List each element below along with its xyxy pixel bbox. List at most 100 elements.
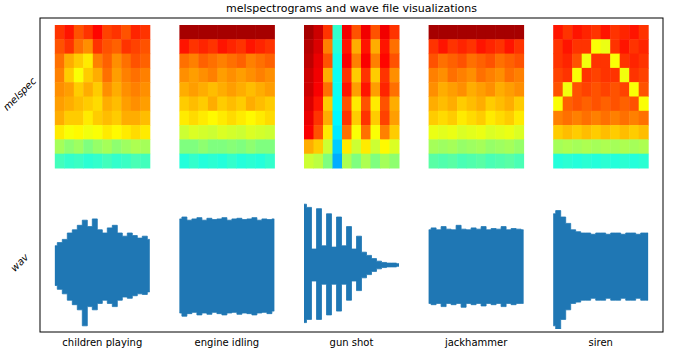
melspec-cell [438, 154, 448, 169]
melspec-cell [131, 82, 141, 97]
melspec-cell [140, 82, 150, 97]
melspec-cell [486, 139, 496, 154]
melspec-cell [304, 111, 314, 126]
melspec-cell [189, 82, 199, 97]
melspec-cell [333, 25, 343, 40]
melspec-cell [591, 97, 601, 112]
melspec-cell [495, 39, 505, 54]
melspec-cell [467, 154, 477, 169]
melspec-cell [112, 68, 122, 83]
melspec-cell [563, 68, 573, 83]
melspec-cell [610, 125, 620, 140]
melspec-cell [255, 125, 265, 140]
melspec-cell [208, 125, 218, 140]
melspec-cell [371, 139, 381, 154]
melspec-cell [380, 111, 390, 126]
melspec-cell [361, 154, 371, 169]
melspec-cell [198, 97, 208, 112]
melspec-cell [390, 54, 400, 69]
melspec-cell [83, 97, 93, 112]
melspec-cell [64, 68, 74, 83]
melspec-cell [198, 111, 208, 126]
melspec-cell [342, 97, 352, 112]
melspec-cell [601, 97, 611, 112]
melspec-cell [553, 139, 563, 154]
melspec-cell [563, 82, 573, 97]
melspec-cell [438, 111, 448, 126]
melspec-cell [610, 54, 620, 69]
melspec-cell [572, 125, 582, 140]
melspec-cell [390, 125, 400, 140]
melspec-cell [55, 25, 65, 40]
melspec-cell [265, 82, 275, 97]
melspec-cell [438, 82, 448, 97]
melspec-cell [246, 97, 256, 112]
melspec-cell [246, 111, 256, 126]
column-label: gun shot [330, 337, 374, 348]
melspec-cell [380, 125, 390, 140]
melspec-cell [236, 82, 246, 97]
melspec-cell [93, 97, 103, 112]
melspec-cell [246, 54, 256, 69]
melspec-cell [64, 111, 74, 126]
melspec-cell [102, 154, 112, 169]
melspec-cell [629, 39, 639, 54]
wave-panel [179, 217, 274, 316]
melspec-cell [486, 39, 496, 54]
melspec-cell [236, 54, 246, 69]
melspec-cell [438, 125, 448, 140]
melspec-cell [179, 68, 189, 83]
melspec-cell [208, 139, 218, 154]
waveform [55, 219, 150, 326]
melspec-cell [227, 111, 237, 126]
melspec-cell [93, 125, 103, 140]
melspec-cell [236, 25, 246, 40]
melspec-cell [179, 97, 189, 112]
melspec-cell [74, 154, 84, 169]
melspec-cell [610, 68, 620, 83]
melspec-cell [140, 154, 150, 169]
melspec-cell [553, 39, 563, 54]
melspec-cell [131, 111, 141, 126]
row-label: wav [8, 251, 31, 274]
melspec-cell [323, 125, 333, 140]
melspec-cell [255, 54, 265, 69]
melspec-cell [314, 111, 324, 126]
melspec-cell [514, 111, 524, 126]
melspec-panel [429, 25, 524, 169]
melspec-cell [265, 139, 275, 154]
column-label: children playing [62, 337, 142, 348]
melspec-cell [390, 39, 400, 54]
melspec-cell [140, 25, 150, 40]
melspec-cell [601, 154, 611, 169]
melspec-cell [342, 139, 352, 154]
melspec-cell [93, 39, 103, 54]
melspec-cell [131, 154, 141, 169]
waveform [304, 204, 399, 322]
melspec-cell [361, 82, 371, 97]
melspec-cell [639, 154, 649, 169]
melspec-cell [601, 82, 611, 97]
melspec-cell [591, 68, 601, 83]
melspec-cell [83, 25, 93, 40]
melspec-cell [514, 39, 524, 54]
melspec-cell [361, 54, 371, 69]
melspec-cell [429, 125, 439, 140]
melspec-cell [553, 154, 563, 169]
melspec-cell [83, 68, 93, 83]
melspec-cell [514, 139, 524, 154]
melspec-cell [467, 111, 477, 126]
melspec-cell [582, 139, 592, 154]
melspec-cell [112, 97, 122, 112]
melspec-cell [352, 39, 362, 54]
melspec-cell [83, 82, 93, 97]
melspec-cell [438, 97, 448, 112]
melspec-cell [563, 97, 573, 112]
melspec-cell [505, 54, 515, 69]
melspec-cell [64, 125, 74, 140]
melspec-cell [217, 97, 227, 112]
melspec-cell [467, 82, 477, 97]
melspec-cell [371, 154, 381, 169]
melspec-cell [102, 82, 112, 97]
melspec-cell [112, 82, 122, 97]
